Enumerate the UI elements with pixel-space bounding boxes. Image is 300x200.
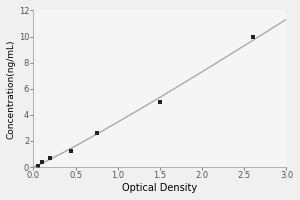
Point xyxy=(35,164,40,167)
Point xyxy=(250,35,255,38)
Y-axis label: Concentration(ng/mL): Concentration(ng/mL) xyxy=(7,39,16,139)
Point xyxy=(94,132,99,135)
Point xyxy=(158,100,162,103)
Point xyxy=(69,150,74,153)
X-axis label: Optical Density: Optical Density xyxy=(122,183,197,193)
Point xyxy=(48,156,53,160)
Point xyxy=(39,160,44,163)
